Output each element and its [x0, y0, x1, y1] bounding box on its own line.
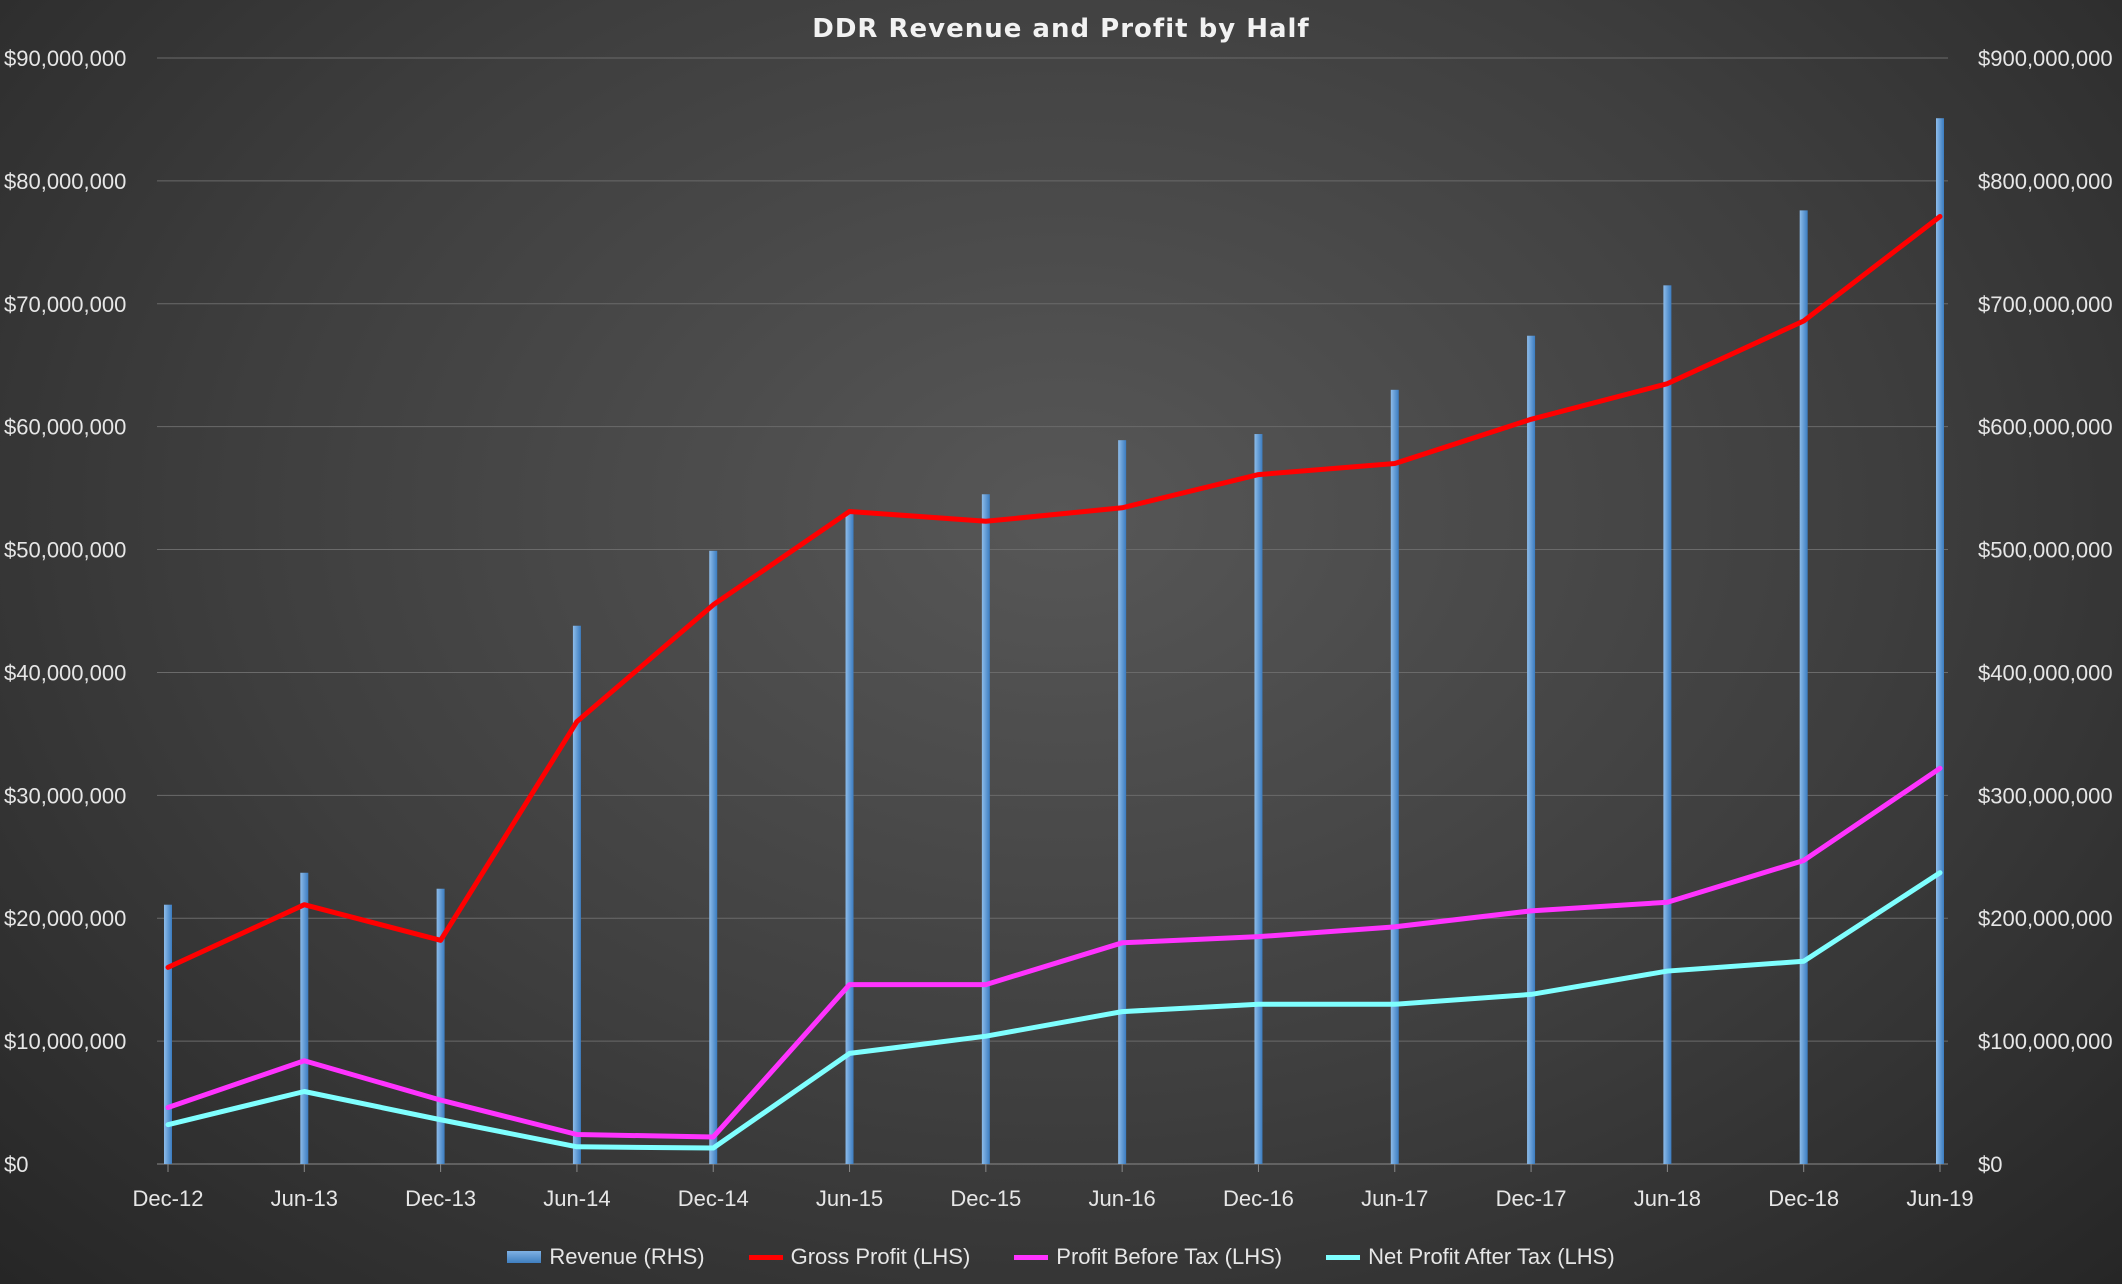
x-axis-tick: Jun-19 [1906, 1186, 1973, 1211]
revenue-bar [1527, 335, 1536, 1164]
x-axis-tick: Dec-12 [133, 1186, 204, 1211]
right-axis-tick: $600,000,000 [1978, 415, 2113, 440]
x-axis-tick: Jun-13 [271, 1186, 338, 1211]
revenue-bar [300, 872, 309, 1164]
chart-title: DDR Revenue and Profit by Half [812, 14, 1310, 44]
left-axis-tick: $70,000,000 [4, 292, 126, 317]
legend-item-revenue: Revenue (RHS) [507, 1244, 705, 1270]
right-axis-tick: $700,000,000 [1978, 292, 2113, 317]
right-axis-tick: $300,000,000 [1978, 783, 2113, 808]
series-line-gross-profit-lhs- [165, 214, 1943, 970]
revenue-bar [436, 888, 445, 1164]
x-axis-tick: Dec-17 [1496, 1186, 1567, 1211]
revenue-bar [164, 904, 172, 1164]
legend-item-npat: Net Profit After Tax (LHS) [1326, 1244, 1615, 1270]
left-axis-tick: $30,000,000 [4, 783, 126, 808]
right-axis-tick: $500,000,000 [1978, 538, 2113, 563]
left-axis-tick: $90,000,000 [4, 46, 126, 71]
legend-label: Net Profit After Tax (LHS) [1368, 1244, 1615, 1269]
revenue-bar [1390, 389, 1399, 1164]
right-axis-tick: $400,000,000 [1978, 660, 2113, 685]
revenue-bar [572, 625, 581, 1164]
left-axis-tick: $60,000,000 [4, 415, 126, 440]
legend: Revenue (RHS) Gross Profit (LHS) Profit … [0, 1244, 2122, 1270]
series-line-net-profit-after-tax-lhs- [165, 870, 1943, 1151]
x-axis-tick: Dec-15 [950, 1186, 1021, 1211]
legend-swatch [1326, 1254, 1361, 1260]
left-axis-tick: $0 [4, 1152, 28, 1177]
x-axis-tick: Jun-17 [1361, 1186, 1428, 1211]
left-axis-tick: $80,000,000 [4, 169, 126, 194]
revenue-bar [981, 494, 990, 1164]
x-axis-tick: Jun-16 [1089, 1186, 1156, 1211]
x-axis-tick: Jun-15 [816, 1186, 883, 1211]
revenue-bar [1254, 434, 1263, 1164]
legend-swatch [748, 1254, 783, 1260]
right-axis-tick: $100,000,000 [1978, 1029, 2113, 1054]
x-axis-tick: Dec-14 [678, 1186, 749, 1211]
right-axis-tick: $0 [1978, 1152, 2002, 1177]
legend-label: Profit Before Tax (LHS) [1056, 1244, 1283, 1269]
legend-label: Revenue (RHS) [549, 1244, 705, 1269]
revenue-bar [1663, 285, 1672, 1164]
left-axis-tick: $40,000,000 [4, 660, 126, 685]
x-axis-tick: Jun-14 [543, 1186, 610, 1211]
x-axis-tick: Dec-18 [1768, 1186, 1839, 1211]
legend-label: Gross Profit (LHS) [790, 1244, 971, 1269]
revenue-bar [1936, 118, 1944, 1164]
revenue-bar [845, 511, 854, 1165]
legend-item-pbt: Profit Before Tax (LHS) [1014, 1244, 1282, 1270]
series-line-profit-before-tax-lhs- [165, 765, 1943, 1140]
legend-swatch [507, 1251, 542, 1263]
left-axis-tick: $50,000,000 [4, 538, 126, 563]
right-axis-tick: $800,000,000 [1978, 169, 2113, 194]
revenue-bar [1799, 210, 1808, 1165]
x-axis-tick: Jun-18 [1634, 1186, 1701, 1211]
x-axis-tick: Dec-13 [405, 1186, 476, 1211]
legend-swatch [1014, 1254, 1049, 1260]
right-axis-tick: $200,000,000 [1978, 906, 2113, 931]
revenue-bar [709, 550, 718, 1164]
left-axis-tick: $20,000,000 [4, 906, 126, 931]
legend-item-gross-profit: Gross Profit (LHS) [748, 1244, 971, 1270]
right-axis-tick: $900,000,000 [1978, 46, 2113, 71]
revenue-bar [1118, 440, 1127, 1164]
x-axis-tick: Dec-16 [1223, 1186, 1294, 1211]
left-axis-tick: $10,000,000 [4, 1029, 126, 1054]
